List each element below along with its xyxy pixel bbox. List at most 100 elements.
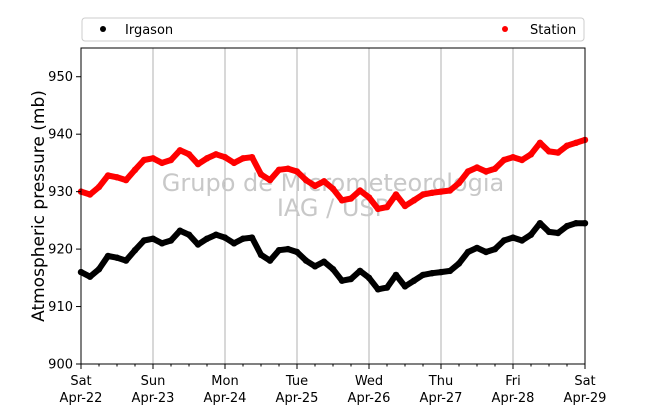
series-irgason-point [302,257,310,264]
series-irgason-point [356,267,364,275]
series-station-point [491,165,499,172]
series-station-point [383,203,391,211]
series-station-point [167,156,175,164]
series-station-point [248,154,256,161]
series-irgason-point [392,271,400,279]
series-station-point [239,155,247,162]
series-irgason-point [365,274,373,281]
series-station-point [401,202,409,210]
series-station-point [329,185,337,192]
x-tick-label-day: Sat [70,374,91,389]
x-tick-label-date: Apr-24 [204,391,247,406]
x-tick-label-date: Apr-29 [564,391,607,406]
series-station-point [545,148,553,155]
series-station-point [374,205,382,213]
y-axis: 900 910 920 930 940 950 [48,70,81,373]
series-station-point [347,195,355,202]
series-station-point [464,168,472,175]
series-station-point [338,197,346,204]
series-station-point [131,166,139,173]
series-station-point [518,156,526,164]
series-irgason-point [374,286,382,293]
series-station-point [500,156,508,164]
series-irgason-point [230,240,238,247]
series-irgason-point [437,268,445,276]
legend-label-station: Station [530,23,576,38]
x-tick-label-date: Apr-26 [348,391,391,406]
series-irgason-point [122,257,130,264]
series-station-point [455,179,463,187]
series-irgason-point [446,267,454,275]
x-tick-label-date: Apr-28 [492,391,535,406]
series-irgason-point [140,237,148,244]
series-irgason-point [158,240,166,247]
series-station-point [419,191,427,198]
legend-marker-irgason [100,26,106,32]
series-irgason-point [257,251,265,258]
series-irgason-point [491,245,499,253]
series-irgason-point [185,231,193,238]
series-irgason-point [419,271,427,279]
series-irgason-point [572,220,580,227]
series-station-point [230,159,238,167]
series-station-point [203,155,211,162]
x-tick-label-date: Apr-22 [60,391,103,406]
watermark: Grupo de Micrometeorologia IAG / USP [162,169,504,222]
series-irgason-point [500,237,508,244]
x-tick-label-day: Sat [574,374,595,389]
series-irgason-point [176,227,184,234]
series-irgason-point [554,229,562,237]
series-irgason-point [293,248,301,256]
series-station-point [365,194,373,201]
series-irgason-point [347,275,355,283]
series-station-point [311,182,319,190]
series-irgason-point [284,245,292,253]
series-station-point [392,191,400,198]
series-station-point [140,156,148,164]
series-irgason-point [203,235,211,242]
series-station-point [446,187,454,194]
series-station-point [212,151,220,158]
series-irgason-point [149,235,157,242]
series-irgason-point [131,247,139,254]
series-station-point [536,139,544,146]
series-irgason-point [338,277,346,284]
series-irgason-point [455,260,463,267]
series-irgason-point [464,248,472,256]
y-tick-label: 910 [48,300,73,315]
series-station-point [122,176,130,184]
series-station-point [563,142,571,149]
series-irgason-point [329,266,337,273]
series-station-point [572,139,580,146]
series-station-point [104,172,112,179]
series-station-point [86,191,94,198]
series-irgason-point [482,248,490,256]
series-station-point [275,166,283,173]
data-series [77,136,589,293]
y-tick-label: 930 [48,185,73,200]
y-tick-label: 950 [48,70,73,85]
series-irgason-point [113,254,121,261]
x-tick-label-day: Mon [211,374,238,389]
series-station-point [113,174,121,181]
series-irgason-point [545,228,553,236]
series-station-point [482,168,490,175]
series-irgason-point [428,270,436,277]
y-tick-label: 920 [48,243,73,258]
series-station-point [302,176,310,184]
series-station-point [293,168,301,175]
y-tick-label: 900 [48,358,73,373]
series-irgason-point [320,258,328,265]
series-station-point [221,154,229,161]
series-irgason-point [266,257,274,264]
series-station-point [95,183,103,191]
grid-lines [152,48,514,364]
x-tick-label-day: Wed [355,374,383,389]
series-irgason-point [95,266,103,273]
series-station-point [158,159,166,167]
series-irgason-point [167,237,175,244]
series-irgason-trace [78,220,588,293]
series-station-point [257,171,265,178]
series-irgason-point [104,252,112,260]
